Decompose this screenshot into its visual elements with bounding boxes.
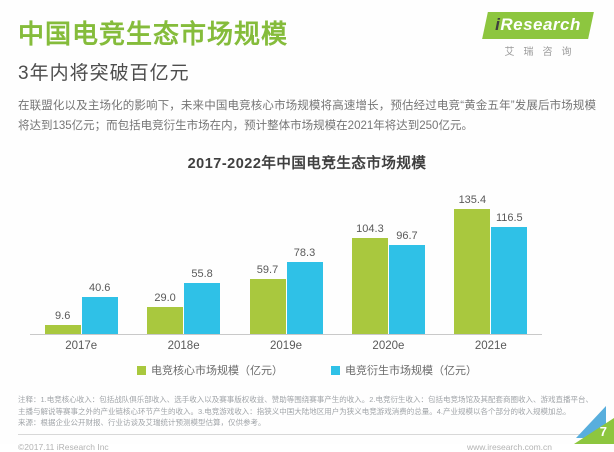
bar [81, 297, 118, 335]
bar-value-label: 104.3 [356, 223, 384, 236]
page-title: 中国电竞生态市场规模 [18, 19, 289, 49]
bar-value-label: 40.6 [88, 282, 111, 295]
page-number: 7 [599, 424, 607, 439]
legend-swatch-icon [331, 365, 340, 375]
website-link[interactable]: www.iresearch.com.cn [466, 441, 552, 452]
page-subtitle: 3年内将突破百亿元 [18, 63, 190, 84]
bar-value-label: 29.0 [154, 292, 176, 305]
bar [491, 227, 528, 335]
bar [286, 262, 323, 335]
plot-area: 9.6 40.6 29.0 55.8 59.7 78.3 104.3 96.7 135.4 116… [30, 177, 542, 336]
x-axis-labels: 2017e 2018e 2019e 2020e 2021e [30, 335, 542, 352]
bar-value-label: 9.6 [55, 310, 71, 323]
legend-swatch-icon [137, 365, 146, 375]
bar-group: 59.7 78.3 [235, 247, 337, 335]
bar-value-label: 59.7 [256, 264, 279, 277]
bar-value-label: 116.5 [495, 212, 523, 225]
sail-triangle-green-icon [574, 418, 614, 444]
footnotes: 注释：1.电竞核心收入：包括战队俱乐部收入、选手收入以及赛事版权收益、赞助等围绕… [18, 394, 596, 429]
copyright-text: ©2017.11 iResearch Inc [18, 441, 109, 452]
bar-group: 135.4 116.5 [440, 194, 542, 335]
footnote-source: 来源：根据企业公开财报、行业访谈及艾瑞统计预测模型估算，仅供参考。 [18, 418, 266, 428]
bar [351, 238, 388, 335]
x-axis-tick-label: 2020e [372, 340, 405, 353]
bar [388, 245, 425, 335]
bar-group: 29.0 55.8 [132, 268, 234, 335]
bar [454, 209, 491, 335]
header: 中国电竞生态市场规模 3年内将突破百亿元 iResearch 艾瑞咨询 [0, 0, 614, 85]
bar-value-label: 135.4 [458, 194, 487, 207]
bar-chart: 9.6 40.6 29.0 55.8 59.7 78.3 104.3 96.7 135.4 116… [0, 177, 614, 378]
chart-title: 2017-2022年中国电竞生态市场规模 [187, 156, 427, 173]
chart-legend: 电竞核心市场规模（亿元） 电竞衍生市场规模（亿元） [0, 362, 614, 378]
bar-value-label: 78.3 [293, 247, 316, 260]
legend-label: 电竞衍生市场规模（亿元） [345, 365, 477, 378]
logo-brand-text: Research [500, 15, 581, 34]
x-axis-tick-label: 2019e [270, 340, 302, 353]
bar [249, 279, 286, 335]
footer: ©2017.11 iResearch Inc www.iresearch.com… [18, 442, 596, 452]
bar-value-label: 96.7 [396, 230, 418, 243]
iresearch-logo: iResearch 艾瑞咨询 [478, 12, 598, 58]
bar-group: 104.3 96.7 [337, 223, 439, 335]
bar [147, 307, 184, 335]
footer-divider [18, 433, 596, 435]
corner-sail-logo: 7 [570, 404, 614, 444]
legend-item: 电竞衍生市场规模（亿元） [331, 362, 477, 378]
bar [184, 283, 221, 335]
intro-paragraph: 在联盟化以及主场化的影响下，未来中国电竞核心市场规模将高速增长，预估经过电竞“黄… [18, 100, 596, 132]
legend-item: 电竞核心市场规模（亿元） [137, 362, 283, 378]
bar-group: 9.6 40.6 [30, 282, 132, 335]
iresearch-logo-icon: iResearch [482, 12, 594, 39]
logo-chinese-name: 艾瑞咨询 [504, 47, 581, 58]
footnote-annotation: 注释：1.电竞核心收入：包括战队俱乐部收入、选手收入以及赛事版权收益、赞助等围绕… [18, 395, 594, 416]
bar-value-label: 55.8 [191, 268, 213, 281]
bar [44, 325, 81, 335]
legend-label: 电竞核心市场规模（亿元） [151, 365, 283, 378]
x-axis-tick-label: 2021e [474, 340, 507, 353]
x-axis-tick-label: 2018e [167, 340, 200, 353]
x-axis-tick-label: 2017e [65, 340, 98, 353]
